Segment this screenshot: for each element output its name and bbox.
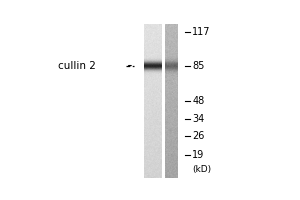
Text: 34: 34 xyxy=(192,114,204,124)
Text: 117: 117 xyxy=(192,27,211,37)
Text: 85: 85 xyxy=(192,61,205,71)
Text: 19: 19 xyxy=(192,150,204,160)
Text: 26: 26 xyxy=(192,131,205,141)
Text: cullin 2: cullin 2 xyxy=(58,61,96,71)
Text: 48: 48 xyxy=(192,96,204,106)
Text: (kD): (kD) xyxy=(192,165,211,174)
